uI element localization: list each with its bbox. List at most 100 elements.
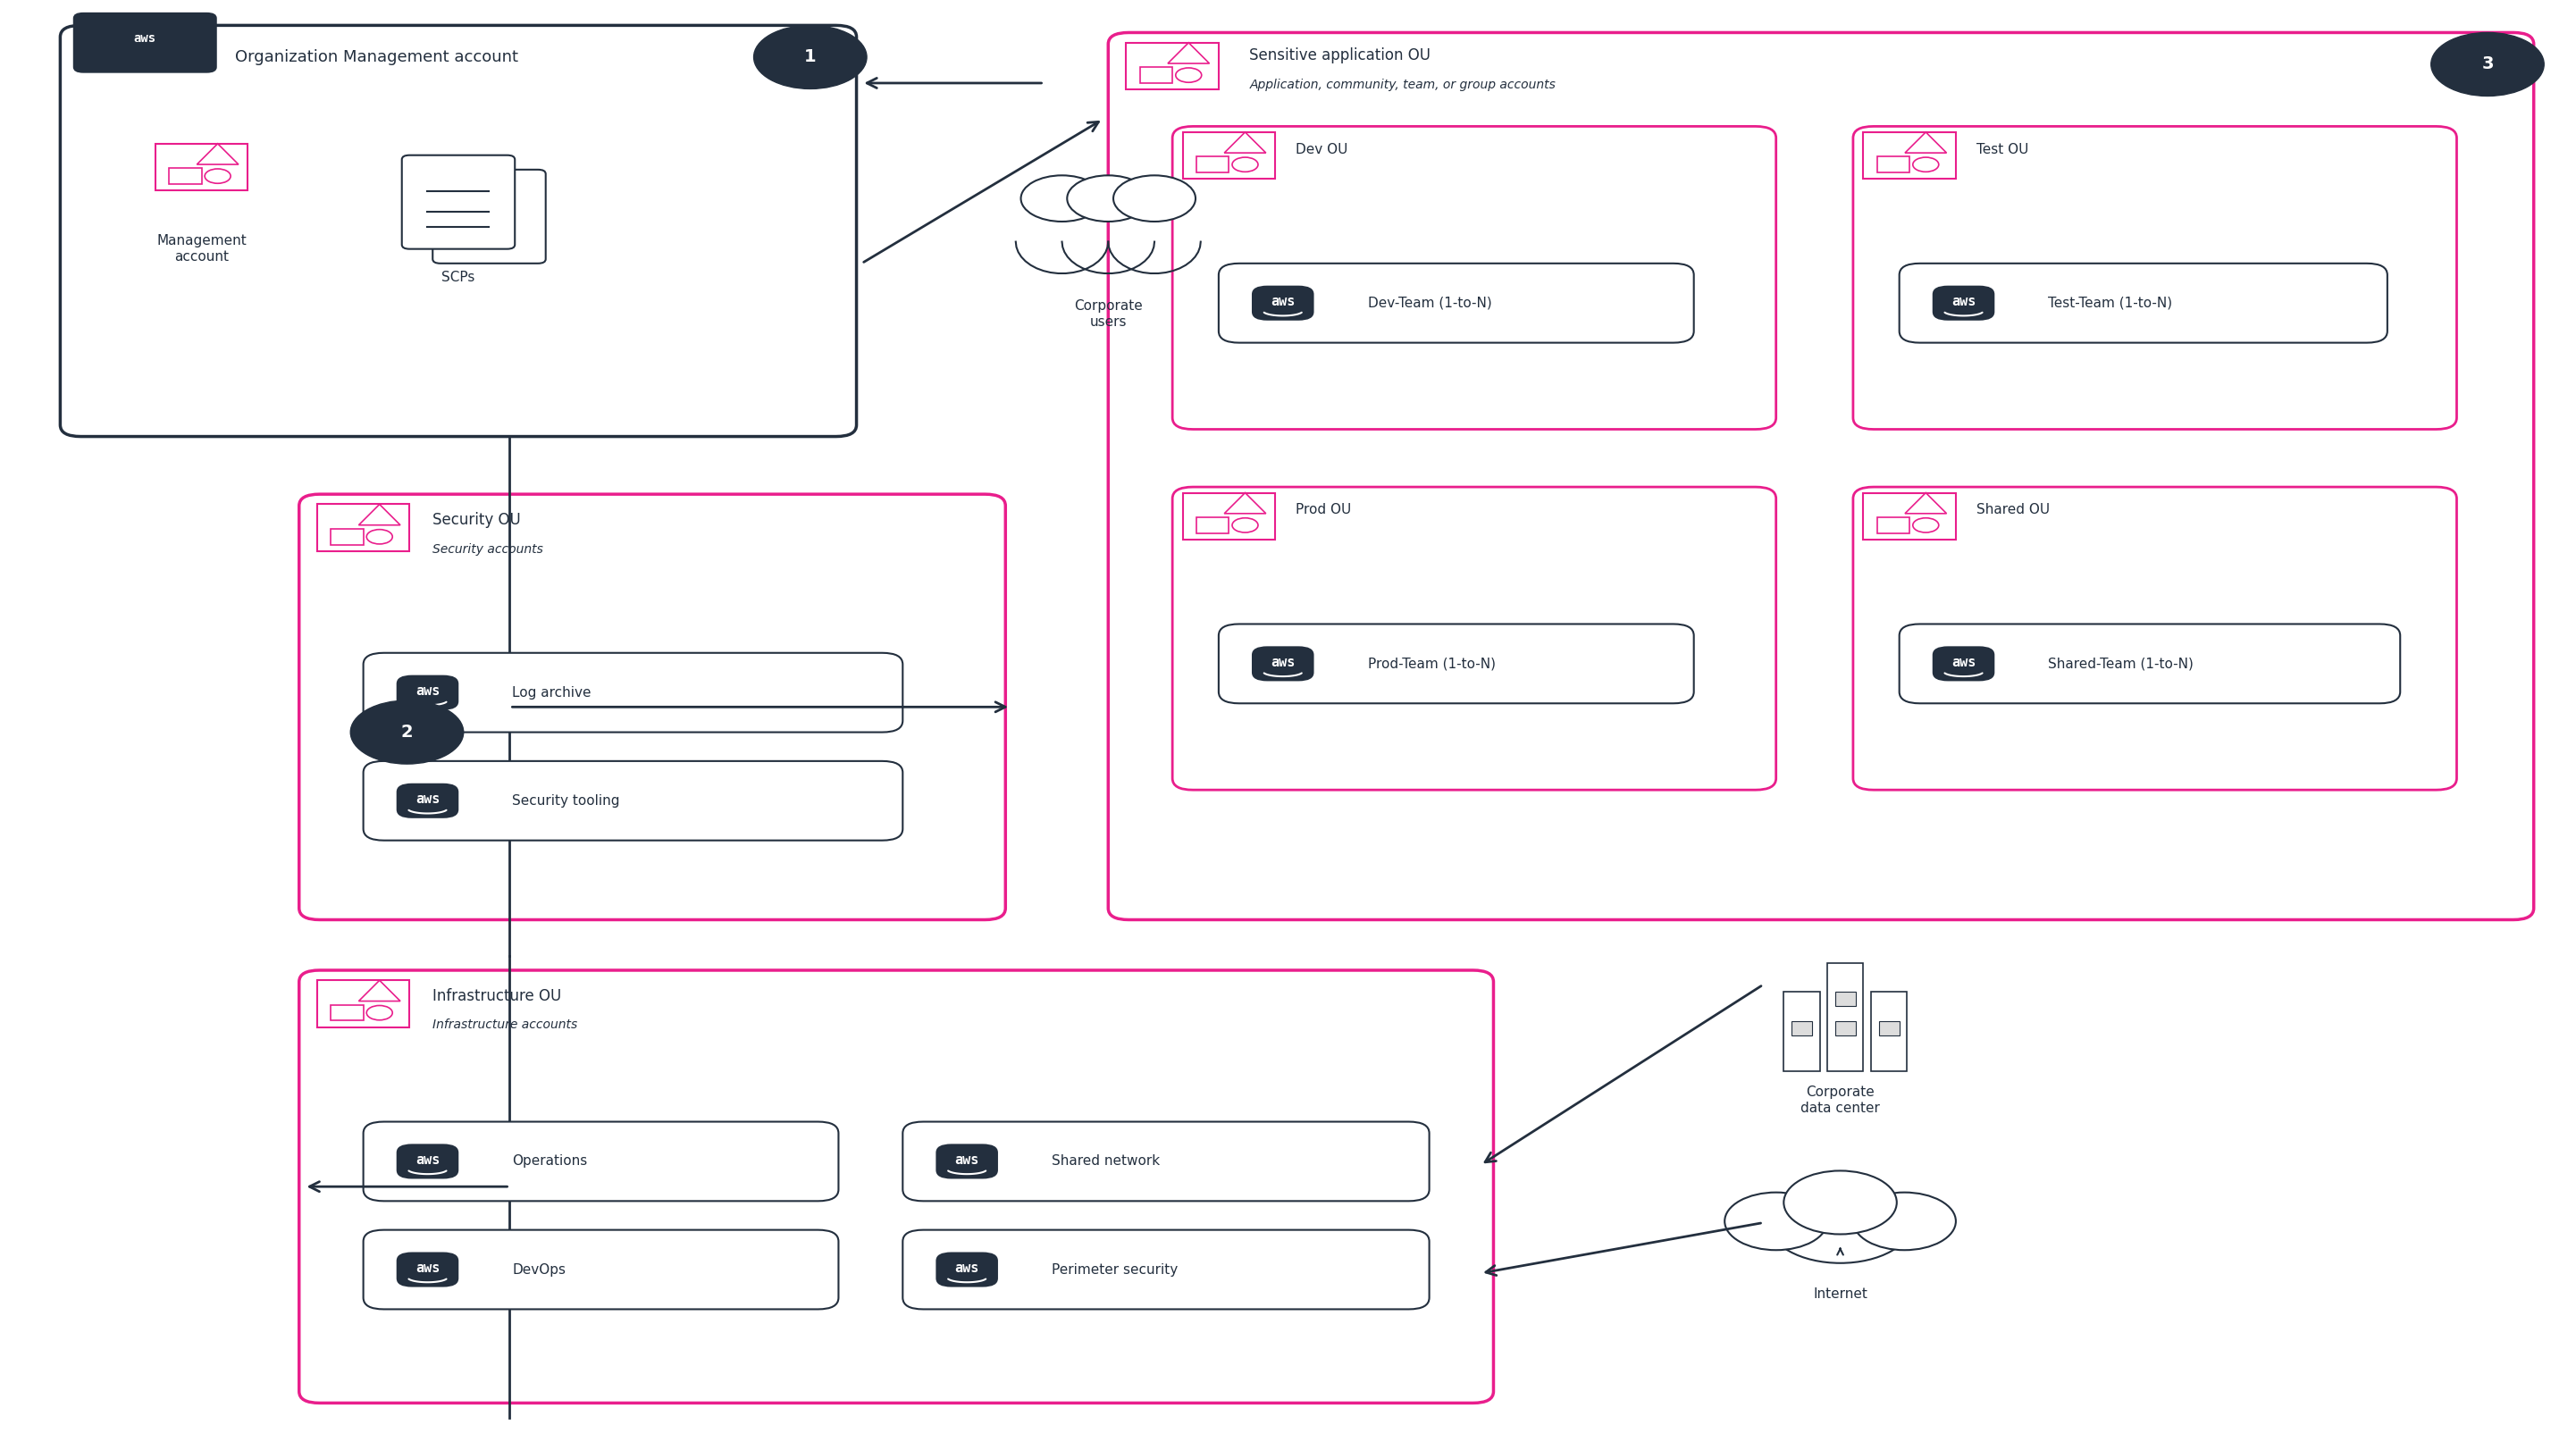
FancyBboxPatch shape bbox=[1218, 264, 1695, 342]
FancyBboxPatch shape bbox=[1252, 286, 1314, 320]
Bar bbox=[330, 1005, 363, 1021]
Text: Sensitive application OU: Sensitive application OU bbox=[1249, 48, 1430, 64]
FancyBboxPatch shape bbox=[902, 1230, 1430, 1309]
Bar bbox=[1126, 42, 1218, 90]
Text: aws: aws bbox=[956, 1153, 979, 1166]
Text: aws: aws bbox=[1270, 655, 1296, 668]
FancyBboxPatch shape bbox=[1899, 264, 2388, 342]
Text: Organization Management account: Organization Management account bbox=[234, 49, 518, 65]
Bar bbox=[1141, 67, 1172, 83]
Text: aws: aws bbox=[415, 1262, 440, 1275]
Circle shape bbox=[1066, 175, 1149, 222]
FancyBboxPatch shape bbox=[1852, 487, 2458, 790]
Text: Operations: Operations bbox=[513, 1154, 587, 1169]
Text: aws: aws bbox=[956, 1262, 979, 1275]
Bar bbox=[1862, 493, 1955, 539]
Bar bbox=[1870, 992, 1906, 1072]
Text: aws: aws bbox=[1950, 655, 1976, 668]
FancyBboxPatch shape bbox=[397, 1144, 459, 1179]
Text: Security OU: Security OU bbox=[433, 512, 520, 528]
Text: Prod-Team (1-to-N): Prod-Team (1-to-N) bbox=[1368, 657, 1497, 670]
FancyBboxPatch shape bbox=[902, 1122, 1430, 1201]
Text: Infrastructure OU: Infrastructure OU bbox=[433, 987, 562, 1005]
FancyBboxPatch shape bbox=[1852, 126, 2458, 429]
Circle shape bbox=[1852, 1192, 1955, 1250]
Bar bbox=[1198, 157, 1229, 173]
Circle shape bbox=[1113, 175, 1195, 222]
Text: Shared-Team (1-to-N): Shared-Team (1-to-N) bbox=[2048, 657, 2195, 670]
Text: Dev OU: Dev OU bbox=[1296, 142, 1347, 157]
Text: Corporate
data center: Corporate data center bbox=[1801, 1086, 1880, 1115]
FancyBboxPatch shape bbox=[1932, 286, 1994, 320]
FancyBboxPatch shape bbox=[1252, 647, 1314, 682]
Text: aws: aws bbox=[1270, 294, 1296, 309]
FancyBboxPatch shape bbox=[299, 970, 1494, 1404]
Bar bbox=[1878, 1021, 1899, 1035]
FancyBboxPatch shape bbox=[1172, 487, 1775, 790]
Circle shape bbox=[1767, 1182, 1911, 1263]
Text: Prod OU: Prod OU bbox=[1296, 503, 1352, 516]
Bar bbox=[1834, 992, 1855, 1006]
Bar bbox=[1198, 518, 1229, 534]
FancyBboxPatch shape bbox=[1218, 624, 1695, 703]
Circle shape bbox=[755, 25, 866, 88]
Text: Management
account: Management account bbox=[157, 235, 247, 264]
Circle shape bbox=[1020, 175, 1103, 222]
Text: aws: aws bbox=[134, 32, 157, 45]
FancyBboxPatch shape bbox=[1932, 647, 1994, 682]
Text: 2: 2 bbox=[402, 724, 412, 741]
Bar bbox=[1783, 992, 1819, 1072]
Text: Log archive: Log archive bbox=[513, 686, 592, 699]
Text: Internet: Internet bbox=[1814, 1288, 1868, 1301]
Circle shape bbox=[1783, 1170, 1896, 1234]
FancyBboxPatch shape bbox=[363, 761, 902, 841]
FancyBboxPatch shape bbox=[402, 155, 515, 249]
Bar bbox=[1834, 1021, 1855, 1035]
Circle shape bbox=[1726, 1192, 1826, 1250]
Bar bbox=[155, 144, 247, 190]
Text: DevOps: DevOps bbox=[513, 1263, 567, 1276]
Bar bbox=[1878, 518, 1909, 534]
FancyBboxPatch shape bbox=[1899, 624, 2401, 703]
Text: Corporate
users: Corporate users bbox=[1074, 300, 1144, 328]
Text: Test-Team (1-to-N): Test-Team (1-to-N) bbox=[2048, 296, 2172, 310]
Text: aws: aws bbox=[415, 684, 440, 697]
Circle shape bbox=[2432, 32, 2545, 96]
Text: Dev-Team (1-to-N): Dev-Team (1-to-N) bbox=[1368, 296, 1492, 310]
Text: Shared OU: Shared OU bbox=[1976, 503, 2050, 516]
FancyBboxPatch shape bbox=[363, 652, 902, 732]
FancyBboxPatch shape bbox=[397, 676, 459, 710]
Text: SCPs: SCPs bbox=[440, 271, 474, 284]
FancyBboxPatch shape bbox=[363, 1230, 840, 1309]
FancyBboxPatch shape bbox=[1108, 32, 2535, 919]
Text: Security accounts: Security accounts bbox=[433, 542, 544, 555]
Text: aws: aws bbox=[415, 793, 440, 806]
FancyBboxPatch shape bbox=[59, 25, 855, 436]
FancyBboxPatch shape bbox=[1172, 126, 1775, 429]
Bar bbox=[1862, 132, 1955, 178]
FancyBboxPatch shape bbox=[397, 1253, 459, 1288]
Bar bbox=[1790, 1021, 1811, 1035]
Text: Security tooling: Security tooling bbox=[513, 795, 621, 808]
Bar bbox=[1826, 963, 1862, 1072]
Bar bbox=[1182, 493, 1275, 539]
Text: 3: 3 bbox=[2481, 55, 2494, 72]
Text: Perimeter security: Perimeter security bbox=[1051, 1263, 1177, 1276]
FancyBboxPatch shape bbox=[433, 170, 546, 264]
Bar bbox=[330, 529, 363, 545]
FancyBboxPatch shape bbox=[72, 13, 216, 72]
Circle shape bbox=[350, 700, 464, 764]
FancyBboxPatch shape bbox=[397, 783, 459, 818]
Bar bbox=[1878, 157, 1909, 173]
Bar bbox=[1182, 132, 1275, 178]
FancyBboxPatch shape bbox=[935, 1253, 997, 1288]
Text: aws: aws bbox=[1950, 294, 1976, 309]
Text: 1: 1 bbox=[804, 49, 817, 65]
FancyBboxPatch shape bbox=[363, 1122, 840, 1201]
Bar bbox=[170, 168, 201, 184]
Text: Infrastructure accounts: Infrastructure accounts bbox=[433, 1019, 577, 1031]
Bar bbox=[317, 505, 410, 551]
Text: aws: aws bbox=[415, 1153, 440, 1166]
Text: Shared network: Shared network bbox=[1051, 1154, 1159, 1169]
Text: Application, community, team, or group accounts: Application, community, team, or group a… bbox=[1249, 78, 1556, 91]
